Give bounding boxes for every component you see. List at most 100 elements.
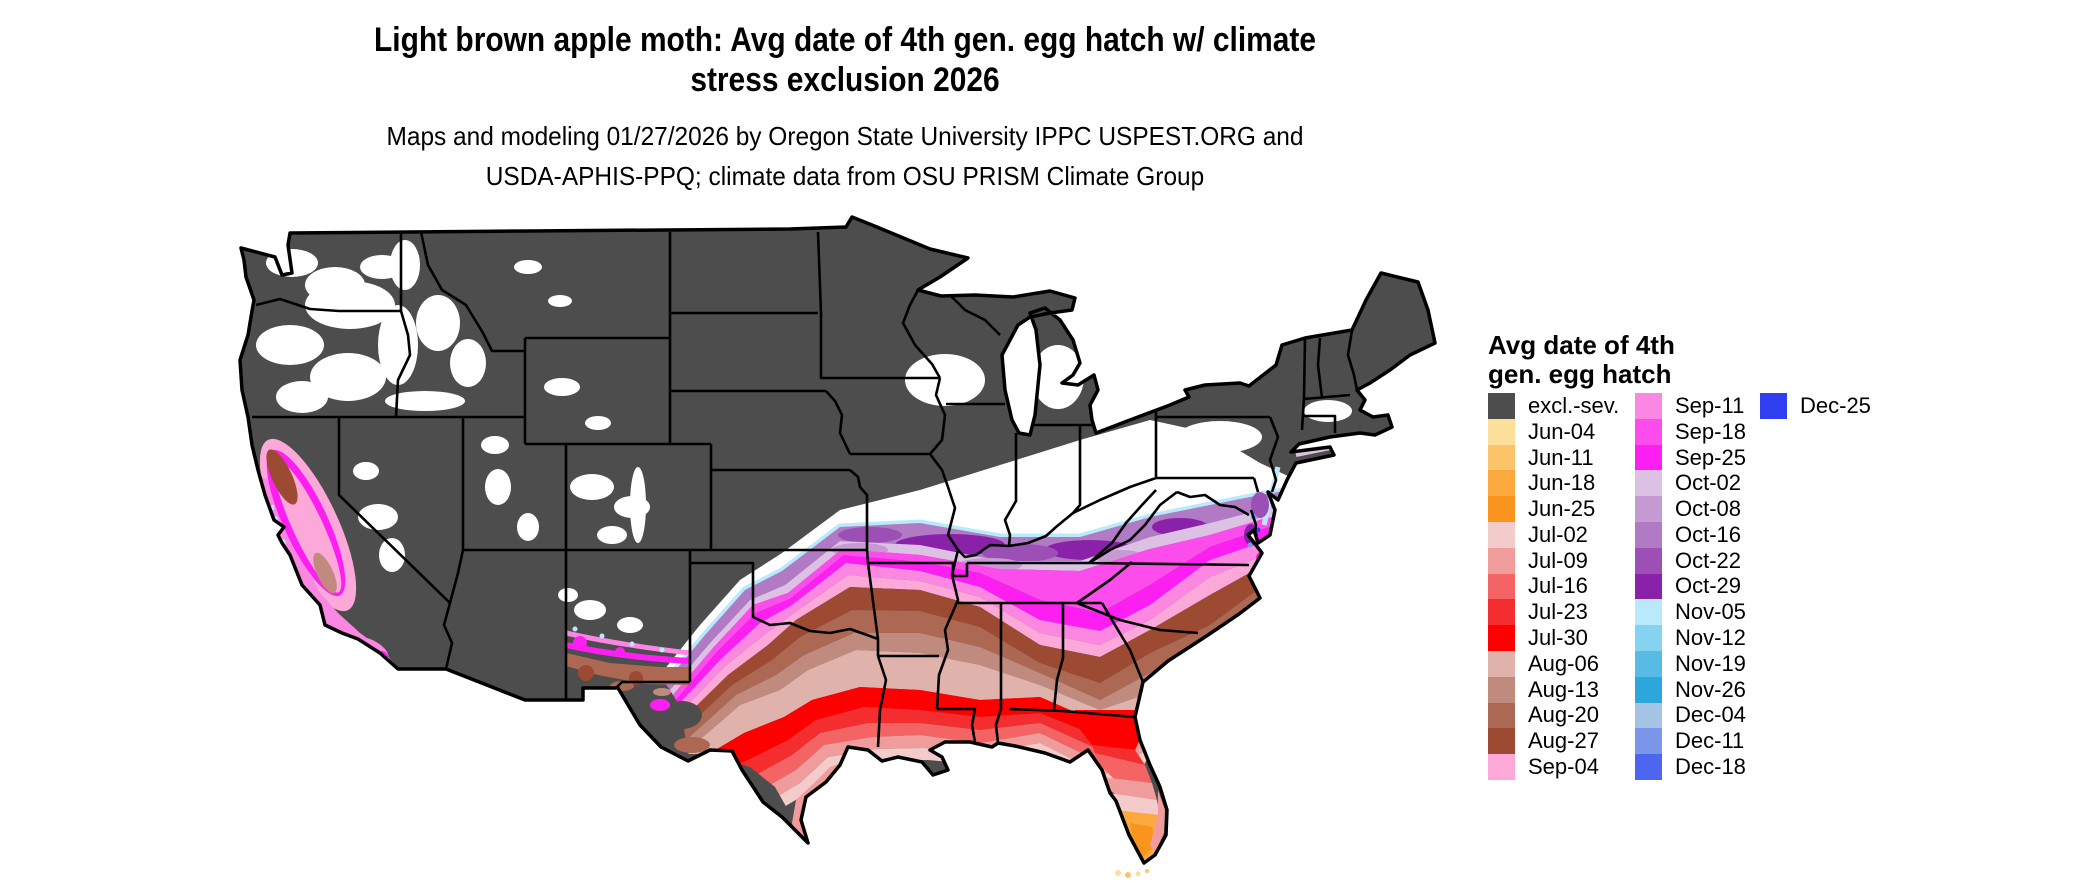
legend-swatch: [1488, 470, 1515, 497]
white-patch-co3: [597, 526, 627, 544]
sw-cyan-dot4: [659, 647, 665, 653]
us-map: [230, 205, 1460, 892]
legend-label: Jul-16: [1528, 573, 1588, 599]
white-patch-nm2: [617, 617, 643, 633]
band-jul16-salmon: [695, 675, 1176, 815]
white-patch-saltlake: [481, 436, 509, 454]
white-patch-ut2: [517, 513, 539, 541]
band-sep18: [673, 513, 1290, 700]
legend-item: Jul-09: [1488, 548, 1619, 574]
florida-jul23: [1092, 745, 1145, 765]
legend-swatch: [1635, 599, 1662, 626]
legend-label: Jun-11: [1528, 444, 1594, 470]
legend-item: Jul-16: [1488, 573, 1619, 600]
sw-pink-fringe: [565, 630, 691, 656]
legend-item: Dec-25: [1760, 393, 1871, 419]
white-patch-co1: [570, 474, 614, 500]
legend-item: Jul-30: [1488, 625, 1619, 651]
legend-item: Jul-23: [1488, 599, 1619, 626]
legend-label: Aug-20: [1528, 702, 1599, 728]
legend-swatch: [1488, 650, 1515, 677]
legend-item: Aug-06: [1488, 651, 1619, 677]
legend-label: Dec-04: [1675, 702, 1746, 728]
legend-swatch: [1635, 496, 1662, 522]
legend-swatch: [1488, 625, 1515, 651]
legend-swatch: [1488, 444, 1515, 471]
legend-item: Oct-16: [1635, 522, 1746, 548]
legend-item: Aug-27: [1488, 728, 1619, 755]
white-patch-sierra3: [353, 462, 379, 480]
legend-item: excl.-sev.: [1488, 393, 1619, 419]
band-oct16-purple: [665, 490, 1290, 690]
legend-item: Jun-25: [1488, 496, 1619, 522]
subtitle-line1: Maps and modeling 01/27/2026 by Oregon S…: [386, 121, 1304, 151]
page-title: Light brown apple moth: Avg date of 4th …: [101, 20, 1588, 100]
title-line2: stress exclusion 2026: [690, 61, 1000, 99]
legend-label: Oct-08: [1675, 496, 1742, 522]
legend-label: Sep-04: [1528, 754, 1599, 780]
band-sep04-pink: [680, 545, 1290, 720]
legend-label: Nov-05: [1675, 599, 1746, 625]
legend-item: Jun-04: [1488, 419, 1619, 445]
legend-item: Dec-11: [1635, 728, 1746, 755]
sw-magenta-blob: [573, 636, 587, 650]
legend-item: Jun-18: [1488, 470, 1619, 497]
legend-item: Sep-18: [1635, 419, 1746, 445]
florida-keys-dot3: [1135, 871, 1141, 877]
white-patch-wy2: [585, 416, 611, 430]
legend-swatch: [1635, 547, 1662, 574]
legend-column-3: Dec-25: [1760, 393, 1871, 419]
legend-item: Nov-12: [1635, 625, 1746, 651]
legend-item: Jun-11: [1488, 445, 1619, 471]
white-patch-wa4: [305, 281, 395, 329]
legend-swatch: [1635, 521, 1662, 548]
ca-valley-brown-north: [266, 449, 298, 505]
legend-swatch: [1635, 573, 1662, 600]
legend-label: Jul-02: [1528, 521, 1588, 547]
blob-oct22: [838, 527, 902, 543]
white-patch-sierra1: [358, 504, 398, 530]
legend-item: Oct-29: [1635, 573, 1746, 600]
band-aug27-darkbrown: [682, 553, 1290, 730]
chesapeake-blue-dot3: [1247, 542, 1253, 548]
legend-label: Dec-11: [1675, 728, 1745, 754]
westtexas-gray-davis: [662, 701, 702, 729]
florida-red: [1075, 710, 1142, 750]
sw-aug20-band: [566, 653, 690, 685]
legend-label: Sep-25: [1675, 444, 1746, 470]
legend-swatch: [1488, 393, 1515, 419]
white-patch-newyork: [1178, 421, 1262, 453]
legend-title-line1: Avg date of 4th: [1488, 330, 1675, 360]
legend-swatch: [1635, 444, 1662, 471]
legend-swatch: [1488, 676, 1515, 703]
legend-swatch: [1488, 418, 1515, 445]
south-texas-coast-salmon: [792, 763, 842, 850]
white-patch-wisconsin: [905, 354, 985, 406]
westtexas-magenta: [650, 699, 670, 711]
legend-label: Aug-13: [1528, 676, 1599, 702]
state-borders: [252, 231, 1359, 748]
legend-label: Jul-09: [1528, 547, 1588, 573]
blob-oct22: [982, 544, 1058, 562]
subtitle-line2: USDA-APHIS-PPQ; climate data from OSU PR…: [485, 161, 1205, 191]
legend-label: Nov-12: [1675, 625, 1746, 651]
title-line1: Light brown apple moth: Avg date of 4th …: [374, 21, 1316, 59]
legend-swatch: [1635, 393, 1662, 419]
sw-cyan-dot: [572, 626, 578, 632]
band-jul30-red: [690, 617, 1240, 785]
legend-label: Oct-22: [1675, 547, 1742, 573]
legend-item: Dec-18: [1635, 754, 1746, 780]
legend-item: Oct-22: [1635, 548, 1746, 574]
legend-swatch: [1488, 599, 1515, 626]
legend-swatch: [1635, 625, 1662, 651]
white-patch-id1: [416, 295, 460, 351]
sw-magenta-blob2: [615, 647, 625, 657]
legend-item: Nov-19: [1635, 651, 1746, 677]
white-patch-michigan: [1032, 345, 1084, 409]
legend-item: Nov-26: [1635, 677, 1746, 703]
sw-cyan-dot2: [599, 633, 605, 639]
legend-item: Oct-08: [1635, 496, 1746, 522]
legend-column-2: Sep-11 Sep-18 Sep-25 Oct-02 Oct-08 Oct-1…: [1635, 393, 1746, 780]
white-patch-sierra2: [379, 538, 405, 572]
